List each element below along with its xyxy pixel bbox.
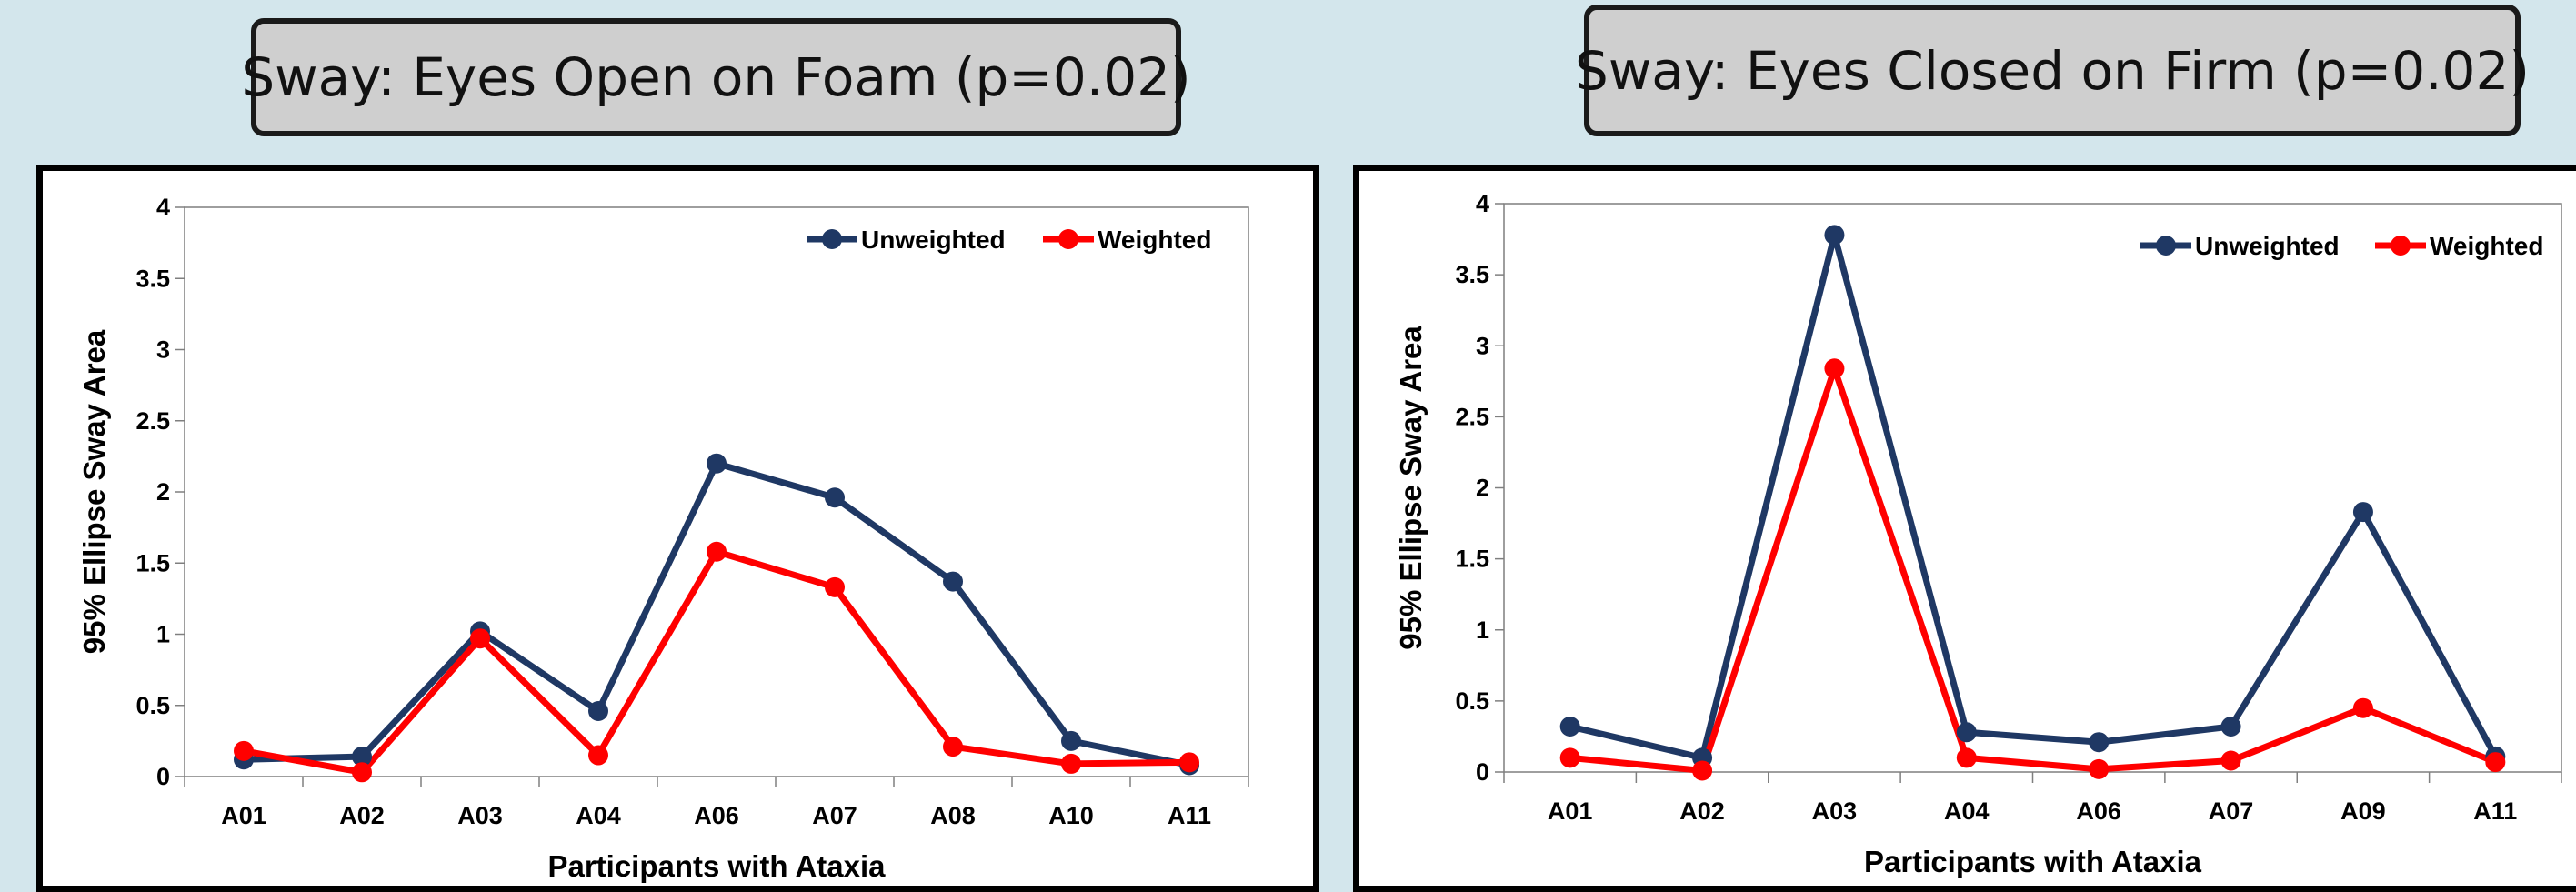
data-point-unweighted [1559,717,1580,737]
y-axis-title: 95% Ellipse Sway Area [1394,326,1428,650]
data-point-unweighted [1061,730,1081,751]
data-point-unweighted [707,453,727,474]
x-tick-label: A02 [339,802,385,829]
x-tick-label: A06 [694,802,739,829]
y-axis-title: 95% Ellipse Sway Area [77,329,111,654]
chart-panel-right: 0 0.5 1 1.5 2 2.5 3 3.5 4 A01 A02 A03 A04 A06 A07 A09 A1… [1353,165,2576,892]
x-tick-label: A02 [1679,797,1725,825]
y-tick-label: 1 [1476,616,1489,644]
x-tick-label: A03 [457,802,503,829]
y-tick-label: 0 [1476,758,1489,786]
y-tick-label: 3.5 [1455,261,1489,288]
chart-title-right: Sway: Eyes Closed on Firm (p=0.02) [1575,5,2530,136]
x-tick-label: A07 [812,802,857,829]
plot-area [1503,203,2562,773]
data-point-weighted [1559,747,1580,768]
x-tick-label: A03 [1812,797,1858,825]
x-tick-label: A07 [2209,797,2254,825]
y-tick-label: 2.5 [135,407,170,435]
y-tick-label: 2.5 [1455,403,1489,430]
data-point-weighted [2220,750,2241,771]
y-tick-label: 4 [156,194,170,221]
x-axis-title: Participants with Ataxia [547,849,886,883]
data-point-weighted [234,740,254,761]
y-tick-label: 3 [156,336,170,364]
data-point-weighted [1179,752,1199,773]
series-line-unweighted [243,460,1190,768]
y-tick-label: 3 [1476,332,1489,359]
y-tick-label: 1.5 [135,549,170,576]
x-tick-label: A10 [1048,802,1094,829]
x-tick-label: A04 [1944,797,1990,825]
data-point-unweighted [352,747,372,767]
data-point-unweighted [2352,502,2373,523]
plot-area [184,206,1249,777]
series-line-unweighted [1569,231,2499,761]
legend-marker-unweighted [2156,236,2176,256]
y-tick-label: 4 [1476,190,1489,217]
x-tick-label: A01 [221,802,266,829]
x-tick-label: A04 [576,802,621,829]
data-point-weighted [1956,747,1977,768]
series-line-weighted [243,548,1190,776]
data-point-weighted [1824,358,1845,379]
data-point-weighted [352,762,372,783]
legend-label-unweighted: Unweighted [861,226,1006,254]
data-point-weighted [470,628,490,649]
series-line-weighted [1569,365,2497,774]
y-tick-label: 0.5 [135,692,170,719]
x-tick-label: A11 [2473,797,2517,825]
legend-label-weighted: Weighted [1098,226,1211,254]
data-point-unweighted [1956,722,1977,743]
chart-title-left: Sway: Eyes Open on Foam (p=0.02) [241,18,1191,136]
y-tick-label: 1.5 [1455,546,1489,573]
x-tick-label: A08 [930,802,976,829]
x-axis-title: Participants with Ataxia [1864,845,2202,878]
data-point-unweighted [2089,732,2110,753]
data-point-weighted [825,576,845,597]
data-point-unweighted [2220,717,2241,737]
data-point-weighted [707,541,727,562]
data-point-unweighted [1824,225,1845,246]
x-tick-label: A06 [2076,797,2121,825]
data-point-weighted [943,737,963,757]
data-point-weighted [588,745,608,766]
line-chart-left: 0 0.5 1 1.5 2 2.5 3 3.5 4 A01 A02 A03 A04 A06 A07 A08 A1… [77,194,1249,883]
y-tick-label: 0.5 [1455,687,1489,715]
x-tick-label: A09 [2340,797,2386,825]
legend-marker-unweighted [822,229,842,249]
data-point-weighted [2485,752,2506,773]
data-point-weighted [1061,753,1081,774]
data-point-unweighted [588,701,608,722]
x-tick-label: A01 [1548,797,1593,825]
legend-label-unweighted: Unweighted [2195,232,2340,260]
y-tick-label: 2 [1476,475,1489,502]
line-chart-right: 0 0.5 1 1.5 2 2.5 3 3.5 4 A01 A02 A03 A04 A06 A07 A09 A1… [1394,190,2562,878]
data-point-unweighted [825,487,845,508]
legend-label-weighted: Weighted [2430,232,2543,260]
data-point-unweighted [943,571,963,592]
data-point-weighted [1692,760,1713,781]
legend-marker-weighted [1058,229,1078,249]
y-tick-label: 1 [156,621,170,648]
chart-panel-left: 0 0.5 1 1.5 2 2.5 3 3.5 4 A01 A02 A03 A04 A06 A07 A08 A1… [36,165,1319,892]
y-tick-label: 0 [156,763,170,790]
x-tick-label: A11 [1168,802,1211,829]
data-point-weighted [2089,758,2110,779]
legend-marker-weighted [2391,236,2411,256]
y-tick-label: 3.5 [135,265,170,292]
data-point-weighted [2352,697,2373,718]
y-tick-label: 2 [156,478,170,506]
